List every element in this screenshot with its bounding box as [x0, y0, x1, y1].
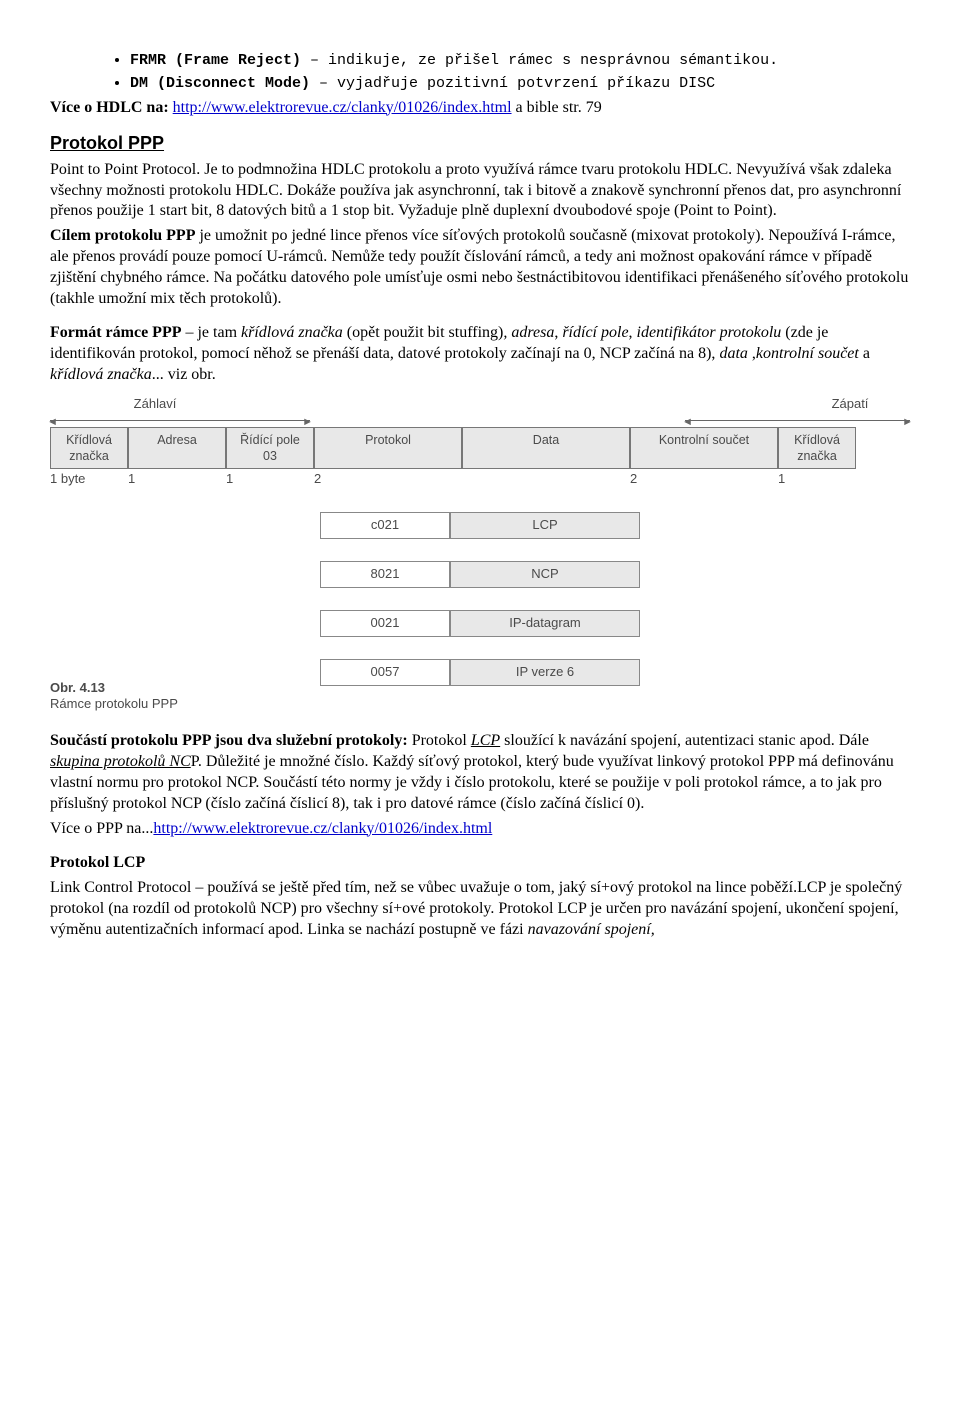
t: data [719, 345, 747, 362]
ppp-service-protocols: Součástí protokolu PPP jsou dva služební… [50, 731, 910, 814]
lcp-description: Link Control Protocol – používá se ještě… [50, 878, 910, 940]
ppp-frame-format: Formát rámce PPP – je tam křídlová značk… [50, 323, 910, 385]
hdlc-link[interactable]: http://www.elektrorevue.cz/clanky/01026/… [173, 99, 512, 116]
t: řídící pole [562, 324, 628, 341]
frame-cell: Křídlováznačka [778, 427, 856, 470]
t: sloužící k navázání spojení, autentizaci… [500, 732, 869, 749]
t: ... viz obr. [152, 366, 216, 383]
figure-title: Rámce protokolu PPP [50, 696, 178, 711]
frame-cell: Data [462, 427, 630, 470]
figure-caption: Obr. 4.13 Rámce protokolu PPP [50, 680, 320, 714]
t: (opět použit bit stuffing) [343, 324, 504, 341]
t: Link Control Protocol – používá se ještě… [50, 879, 902, 938]
t: křídlová značka [241, 324, 343, 341]
heading-lcp: Protokol LCP [50, 853, 910, 874]
protocol-name: NCP [450, 561, 640, 588]
reject-codes-list: FRMR (Frame Reject) – indikuje, ze přiše… [50, 50, 910, 94]
byte-label: 1 byte [50, 471, 128, 488]
frame-cell: Protokol [314, 427, 462, 470]
frame-cell: Řídící pole03 [226, 427, 314, 470]
bullet-term: DM (Disconnect Mode) [130, 75, 310, 92]
header-label: Záhlaví [50, 396, 260, 413]
byte-label: 1 [226, 471, 314, 488]
ppp-link[interactable]: http://www.elektrorevue.cz/clanky/01026/… [153, 820, 492, 837]
more-hdlc-tail: a bible str. 79 [512, 99, 602, 116]
byte-label: 1 [778, 471, 856, 488]
frame-cell: Křídlováznačka [50, 427, 128, 470]
frame-cell: Adresa [128, 427, 226, 470]
ppp-description: Point to Point Protocol. Je to podmnožin… [50, 160, 910, 222]
t: – je tam [181, 324, 241, 341]
protocol-name: IP-datagram [450, 610, 640, 637]
protocol-code: 8021 [320, 561, 450, 588]
protocol-row: c021LCP [320, 512, 640, 539]
byte-label: 1 [128, 471, 226, 488]
frame-cell: Kontrolní součet [630, 427, 778, 470]
t: adresa [511, 324, 554, 341]
protocol-code: c021 [320, 512, 450, 539]
protocol-code: 0021 [320, 610, 450, 637]
figure-number: Obr. 4.13 [50, 680, 105, 695]
protocol-name: IP verze 6 [450, 659, 640, 686]
more-ppp-label: Více o PPP na... [50, 820, 153, 837]
t: Protokol [408, 732, 471, 749]
heading-ppp: Protokol PPP [50, 132, 910, 155]
protocol-row: 0021IP-datagram [320, 610, 640, 637]
t: LCP [471, 732, 500, 749]
ppp-goal: Cílem protokolu PPP je umožnit po jedné … [50, 226, 910, 309]
format-label: Formát rámce PPP [50, 324, 181, 341]
list-item: DM (Disconnect Mode) – vyjadřuje pozitiv… [130, 73, 910, 94]
t: křídlová značka [50, 366, 152, 383]
bullet-rest: – vyjadřuje pozitivní potvrzení příkazu … [310, 75, 715, 92]
t: Součástí protokolu PPP jsou dva služební… [50, 732, 408, 749]
more-ppp-line: Více o PPP na...http://www.elektrorevue.… [50, 819, 910, 840]
t: skupina protokolů NC [50, 753, 191, 770]
list-item: FRMR (Frame Reject) – indikuje, ze přiše… [130, 50, 910, 71]
bullet-term: FRMR (Frame Reject) [130, 52, 301, 69]
protocol-row: 0057IP verze 6 [320, 659, 640, 686]
ppp-goal-label: Cílem protokolu PPP [50, 227, 195, 244]
ppp-frame-diagram: Záhlaví Zápatí ◄► ◄► KřídlováznačkaAdres… [50, 396, 910, 714]
more-hdlc-label: Více o HDLC na: [50, 99, 173, 116]
t: a [859, 345, 870, 362]
byte-label: 2 [314, 471, 462, 488]
t: navazování spojení, [528, 921, 655, 938]
byte-label: 2 [630, 471, 778, 488]
footer-label: Zápatí [790, 396, 910, 413]
t: kontrolní součet [756, 345, 859, 362]
t: identifikátor protokolu [637, 324, 782, 341]
protocol-row: 8021NCP [320, 561, 640, 588]
protocol-name: LCP [450, 512, 640, 539]
byte-label [462, 471, 630, 488]
more-hdlc-line: Více o HDLC na: http://www.elektrorevue.… [50, 98, 910, 119]
bullet-rest: – indikuje, ze přišel rámec s nesprávnou… [301, 52, 778, 69]
protocol-code: 0057 [320, 659, 450, 686]
